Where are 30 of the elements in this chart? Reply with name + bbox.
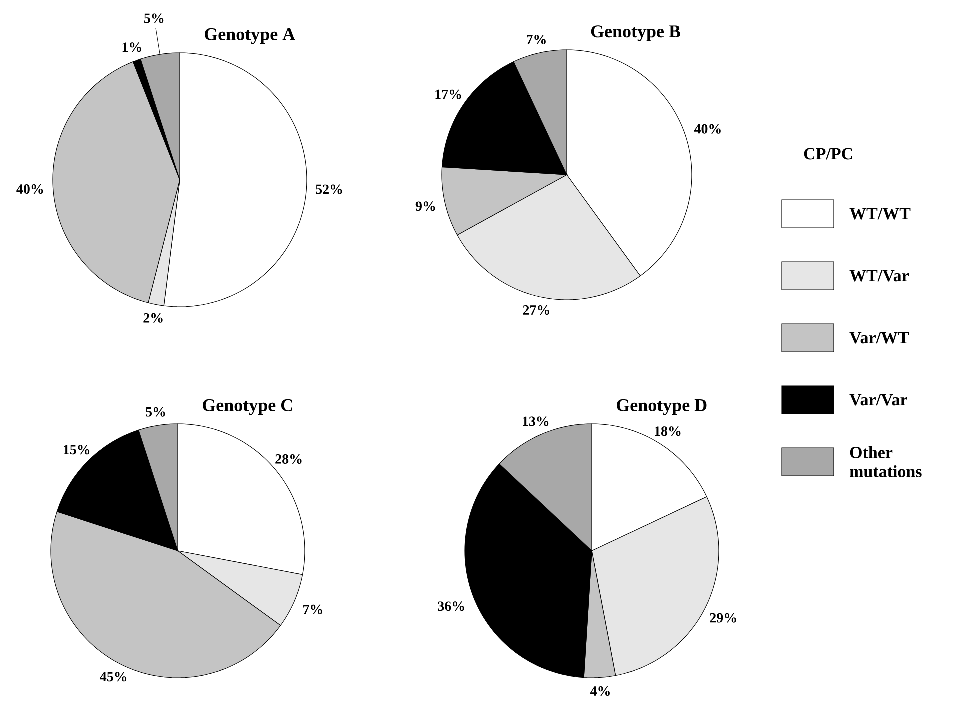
data-label: 5% (146, 407, 166, 417)
data-label: 27% (523, 306, 550, 316)
data-label: 40% (694, 124, 721, 134)
data-label: 18% (655, 426, 681, 436)
chart-title: Genotype C (202, 399, 292, 416)
data-label: 5% (144, 14, 164, 24)
data-label: 17% (436, 90, 462, 100)
data-label: 9% (416, 202, 436, 212)
chart-title: Genotype B (591, 26, 680, 42)
data-label: 36% (438, 602, 464, 612)
data-label: 40% (16, 184, 44, 194)
data-label: 2% (144, 313, 163, 323)
data-label: 1% (122, 42, 142, 52)
data-label: 29% (710, 613, 736, 623)
data-label: 15% (64, 445, 90, 455)
data-label: 7% (527, 34, 546, 44)
chart-title: Genotype D (616, 399, 707, 416)
legend-label: Var/WT (850, 332, 910, 344)
legend-label: Var/Var (850, 394, 908, 406)
data-label: 45% (100, 672, 127, 682)
legend-label: WT/Var (850, 270, 910, 282)
legend-label: Other mutations (850, 446, 922, 478)
legend-label: WT/WT (850, 208, 911, 220)
data-label: 4% (590, 686, 610, 696)
data-label: 52% (316, 184, 342, 194)
data-label: 7% (304, 604, 322, 614)
data-label: 28% (276, 454, 302, 464)
text: Genotype A (204, 28, 296, 44)
data-label: 13% (523, 416, 549, 426)
legend-title: CP/PC (804, 148, 852, 160)
